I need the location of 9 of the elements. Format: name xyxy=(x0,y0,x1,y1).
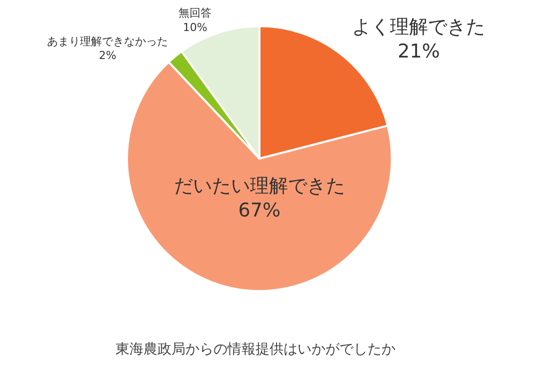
data-label: 10% xyxy=(182,20,208,34)
data-label: 2% xyxy=(98,49,116,62)
slice-label: だいたい理解できた xyxy=(174,175,345,198)
data-label: 21% xyxy=(398,40,440,63)
slice-label: あまり理解できなかった xyxy=(47,34,168,48)
text: 東海農政局からの情報提供はいかがでしたか xyxy=(116,341,396,358)
data-label: 67% xyxy=(238,200,281,222)
slice-label: 無回答 xyxy=(178,6,212,20)
slice-label: よく理解できた xyxy=(352,16,486,38)
